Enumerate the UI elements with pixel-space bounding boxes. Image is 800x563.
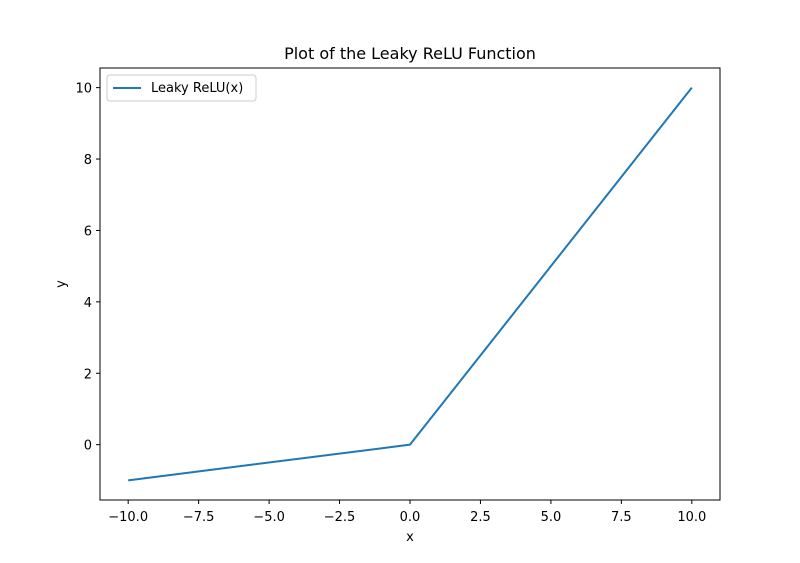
- y-tick-label: 4: [84, 296, 92, 311]
- series-layer: [128, 87, 693, 482]
- plot-area-frame: [99, 67, 721, 501]
- x-axis-label: x: [406, 530, 414, 545]
- x-tick-label: −10.0: [108, 510, 148, 525]
- x-tick-label: 5.0: [541, 510, 562, 525]
- series-line-leaky-relu: [128, 87, 693, 482]
- y-axis: 0 2 4 6 8 10: [75, 82, 100, 454]
- chart-title: Plot of the Leaky ReLU Function: [284, 44, 536, 63]
- y-tick-label: 2: [84, 367, 92, 382]
- x-tick-label: 10.0: [677, 510, 706, 525]
- legend-label: Leaky ReLU(x): [151, 81, 243, 96]
- legend-box: [106, 74, 257, 102]
- x-tick-label: −7.5: [183, 510, 215, 525]
- y-tick-label: 10: [75, 82, 92, 97]
- x-tick-label: 7.5: [611, 510, 632, 525]
- x-tick-label: −2.5: [324, 510, 356, 525]
- y-tick-label: 0: [84, 439, 92, 454]
- legend: Leaky ReLU(x): [106, 74, 257, 102]
- y-tick-label: 8: [84, 153, 92, 168]
- x-axis: −10.0 −7.5 −5.0 −2.5 0.0 2.5 5.0 7.5 10.0: [108, 500, 706, 525]
- y-axis-label: y: [54, 280, 69, 288]
- y-tick-label: 6: [84, 224, 92, 239]
- x-tick-label: 0.0: [400, 510, 421, 525]
- x-tick-label: −5.0: [253, 510, 285, 525]
- x-tick-label: 2.5: [470, 510, 491, 525]
